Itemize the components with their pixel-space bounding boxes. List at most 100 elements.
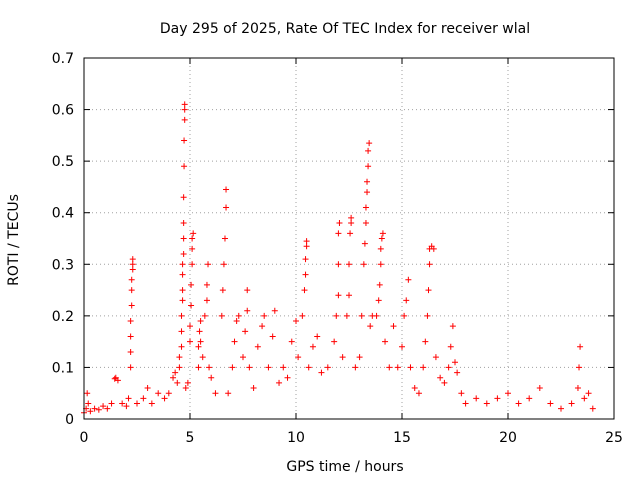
data-point [415, 390, 422, 397]
y-tick-label: 0.6 [52, 103, 74, 119]
data-point [303, 238, 310, 245]
data-point [187, 338, 193, 345]
data-point [108, 400, 115, 407]
data-point [411, 385, 418, 392]
data-point [85, 400, 92, 407]
data-point [95, 406, 102, 413]
data-point [179, 297, 186, 304]
data-point [212, 390, 219, 397]
data-point [293, 318, 299, 325]
data-point [454, 369, 461, 376]
data-point [127, 364, 134, 371]
data-point [188, 281, 195, 288]
data-point [386, 364, 393, 371]
data-point [426, 261, 433, 268]
data-point [240, 354, 246, 361]
data-point [348, 214, 355, 221]
data-point [129, 261, 136, 268]
data-point [405, 276, 412, 283]
data-point [377, 261, 384, 268]
data-point [181, 106, 188, 113]
data-point [378, 235, 385, 242]
data-point [365, 147, 372, 154]
data-point [347, 230, 354, 237]
data-point [229, 364, 236, 371]
data-point [430, 245, 437, 252]
data-point [494, 395, 501, 402]
data-point [246, 364, 253, 371]
data-point [302, 256, 309, 263]
data-point [119, 400, 126, 407]
data-point [244, 307, 251, 314]
data-point [302, 271, 309, 278]
data-point [367, 323, 374, 330]
data-point [176, 364, 183, 371]
data-point [458, 390, 465, 397]
data-point [314, 333, 321, 340]
data-point [127, 318, 134, 325]
data-point [100, 403, 107, 410]
x-tick-label: 0 [80, 430, 89, 446]
data-point [189, 245, 196, 252]
data-point [104, 405, 111, 412]
data-point [375, 297, 382, 304]
data-point [348, 220, 355, 227]
data-point [155, 390, 162, 397]
data-point [187, 323, 193, 330]
data-point [276, 379, 283, 386]
x-tick-label: 20 [499, 430, 517, 446]
data-point [180, 235, 187, 242]
data-point [111, 375, 118, 382]
data-point [203, 281, 210, 288]
data-point [505, 390, 511, 397]
data-point [128, 276, 135, 283]
data-point [181, 137, 188, 144]
data-point [250, 385, 257, 392]
data-point [196, 328, 203, 335]
x-tick-label: 5 [186, 430, 195, 446]
data-point [244, 287, 251, 294]
data-point [231, 338, 238, 345]
data-point [558, 405, 564, 412]
data-point [218, 312, 225, 319]
data-point [225, 390, 232, 397]
data-point [161, 395, 168, 402]
data-point [536, 385, 543, 392]
data-point [568, 400, 575, 407]
data-point [547, 400, 554, 407]
data-point [180, 194, 187, 201]
data-point [447, 343, 454, 350]
data-point [445, 364, 452, 371]
data-point [346, 261, 352, 268]
data-point [172, 369, 179, 376]
data-point [208, 374, 215, 381]
data-point [223, 186, 230, 193]
data-point [233, 318, 240, 325]
data-point [201, 312, 208, 319]
y-axis-label: ROTI / TECUs [6, 194, 22, 286]
data-point [346, 292, 352, 299]
y-tick-label: 0.1 [52, 360, 74, 376]
data-point [261, 312, 268, 319]
data-point [181, 101, 188, 108]
x-tick-label: 15 [393, 430, 411, 446]
data-point [189, 235, 196, 242]
data-point [364, 189, 371, 196]
data-point [219, 287, 226, 294]
data-point [179, 261, 186, 268]
data-point [390, 323, 397, 330]
data-point [123, 403, 130, 410]
data-point [125, 395, 132, 402]
data-point [165, 390, 172, 397]
data-point [220, 261, 227, 268]
data-point [420, 364, 427, 371]
data-point [360, 261, 367, 268]
data-point [235, 312, 242, 319]
data-point [180, 250, 187, 257]
data-point [295, 354, 302, 361]
y-tick-label: 0 [65, 412, 74, 428]
data-point [576, 364, 583, 371]
x-tick-label: 25 [605, 430, 623, 446]
data-point [362, 220, 369, 227]
